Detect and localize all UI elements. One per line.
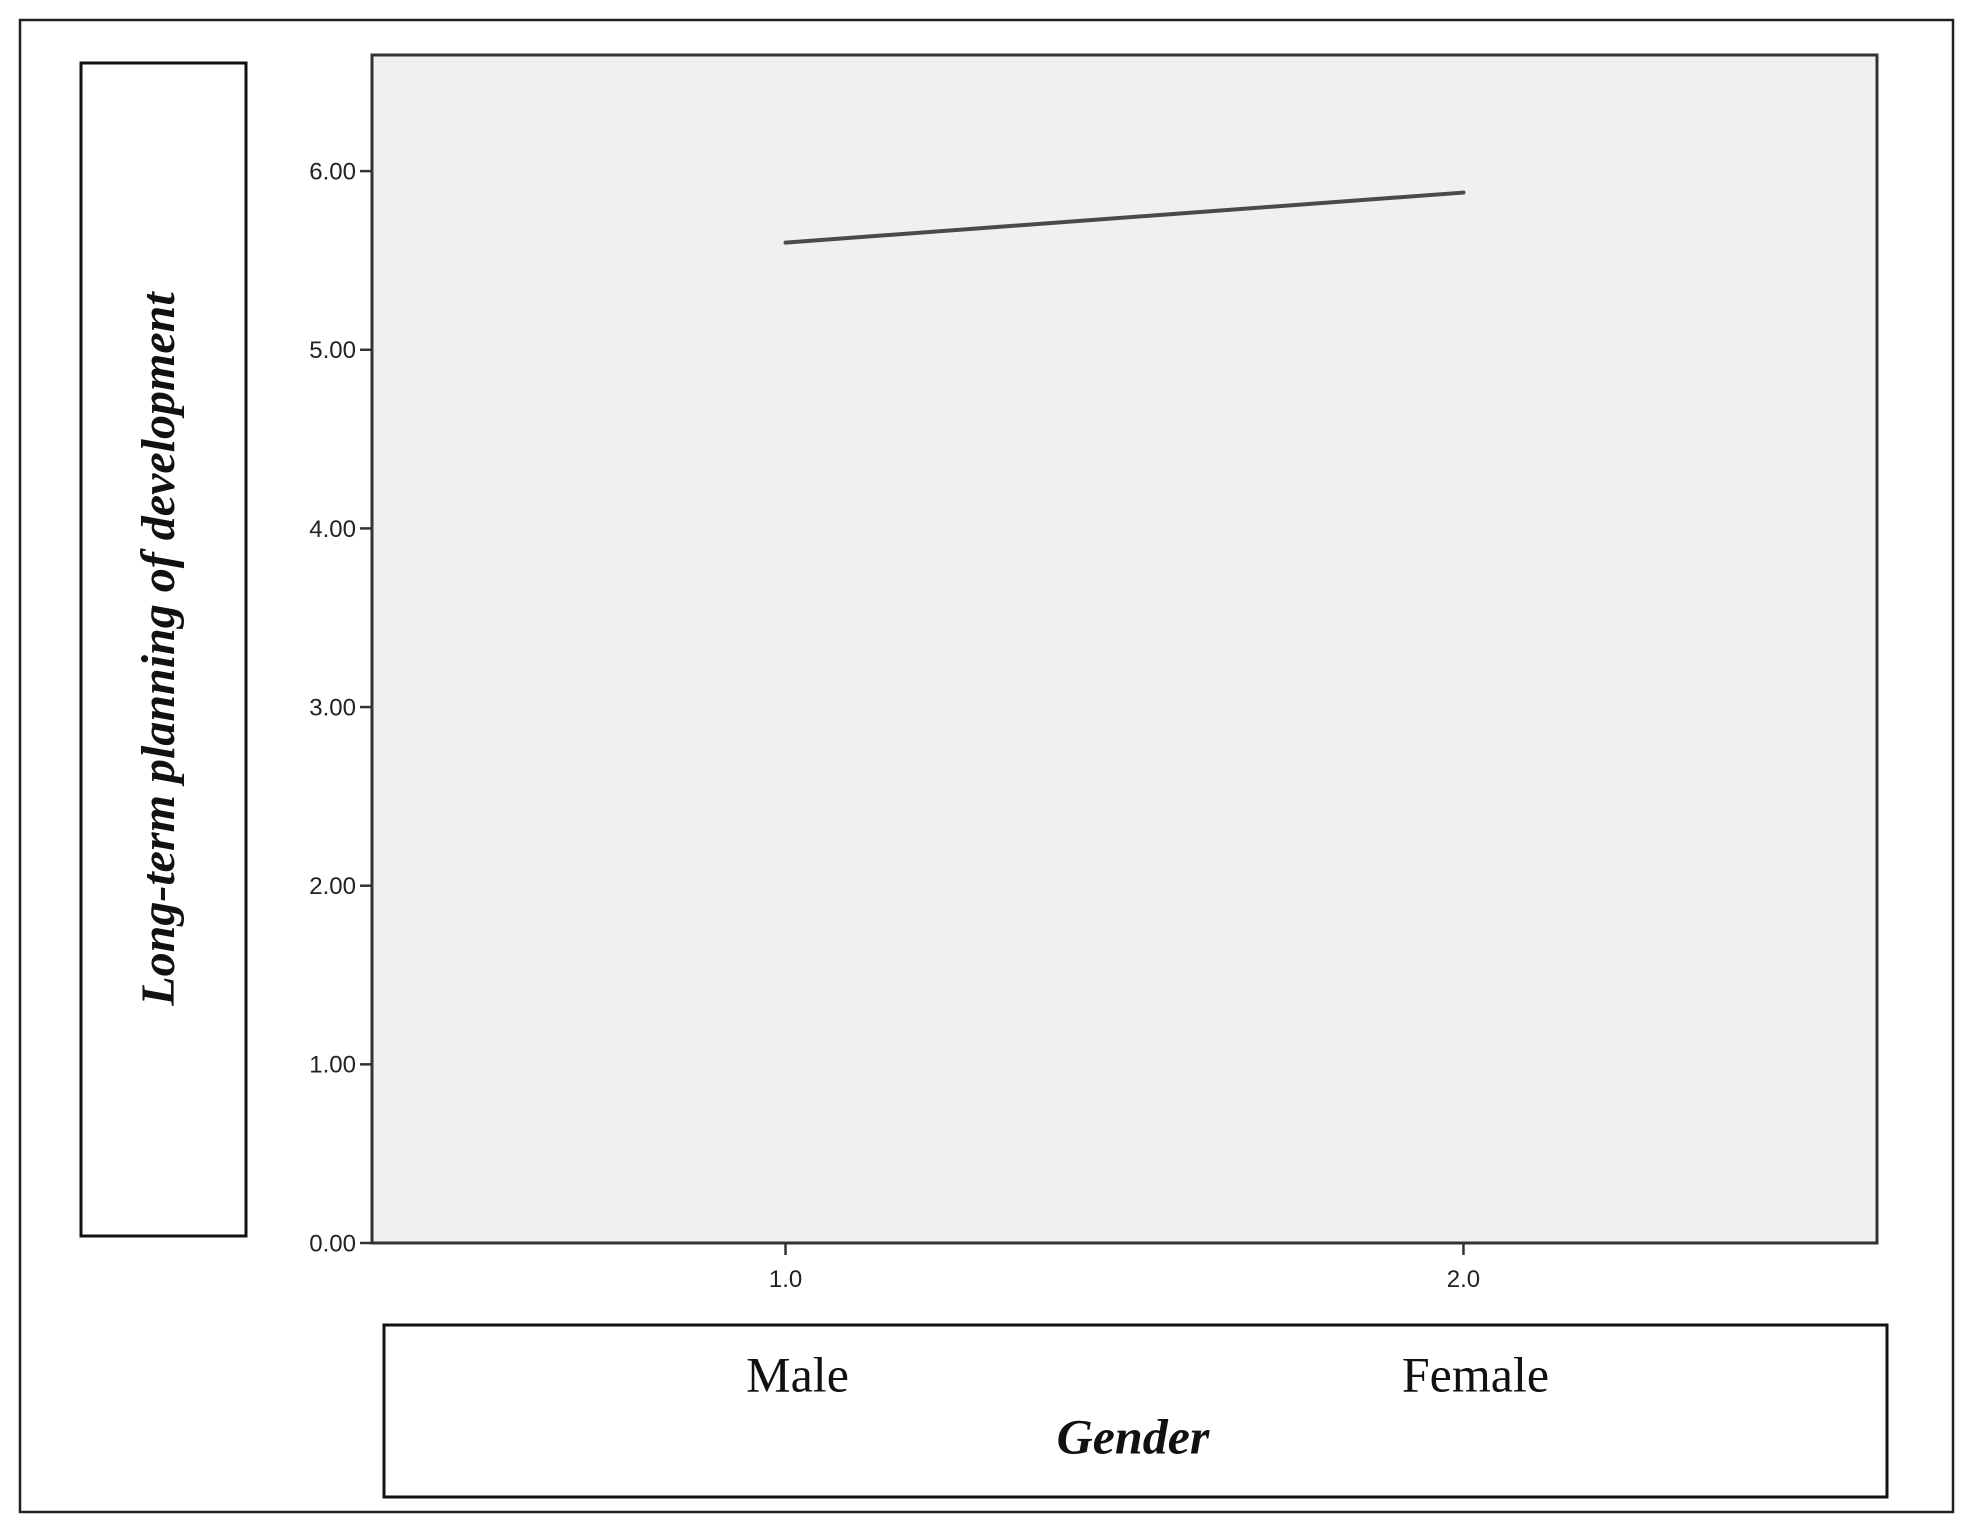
x-axis-label: Gender: [1057, 1408, 1210, 1464]
y-tick-label: 1.00: [309, 1052, 356, 1079]
ylabel-box: [79, 61, 248, 1238]
series-layer: [783, 190, 1466, 245]
y-tick-label: 3.00: [309, 694, 356, 721]
y-tick-label: 6.00: [309, 158, 356, 185]
xlabel-box: [382, 1323, 1889, 1499]
y-axis-label: Long-term planning of development: [132, 291, 185, 1007]
x-tick-label: 2.0: [1447, 1266, 1480, 1293]
group-label: Male: [746, 1346, 849, 1402]
group-label: Female: [1402, 1346, 1549, 1402]
x-axis-ticks: 1.0 2.0: [769, 1243, 1480, 1293]
y-tick-label: 2.00: [309, 873, 356, 900]
y-tick-label: 5.00: [309, 337, 356, 364]
group-labels: Male Female: [746, 1346, 1549, 1402]
series-line: [783, 190, 1466, 245]
y-axis-ticks: 0.00 1.00 2.00 3.00 4.00 5.00 6.00: [309, 158, 372, 1257]
y-tick-label: 0.00: [309, 1230, 356, 1257]
plot-area: [370, 53, 1879, 1245]
x-tick-label: 1.0: [769, 1266, 802, 1293]
y-tick-label: 4.00: [309, 516, 356, 543]
